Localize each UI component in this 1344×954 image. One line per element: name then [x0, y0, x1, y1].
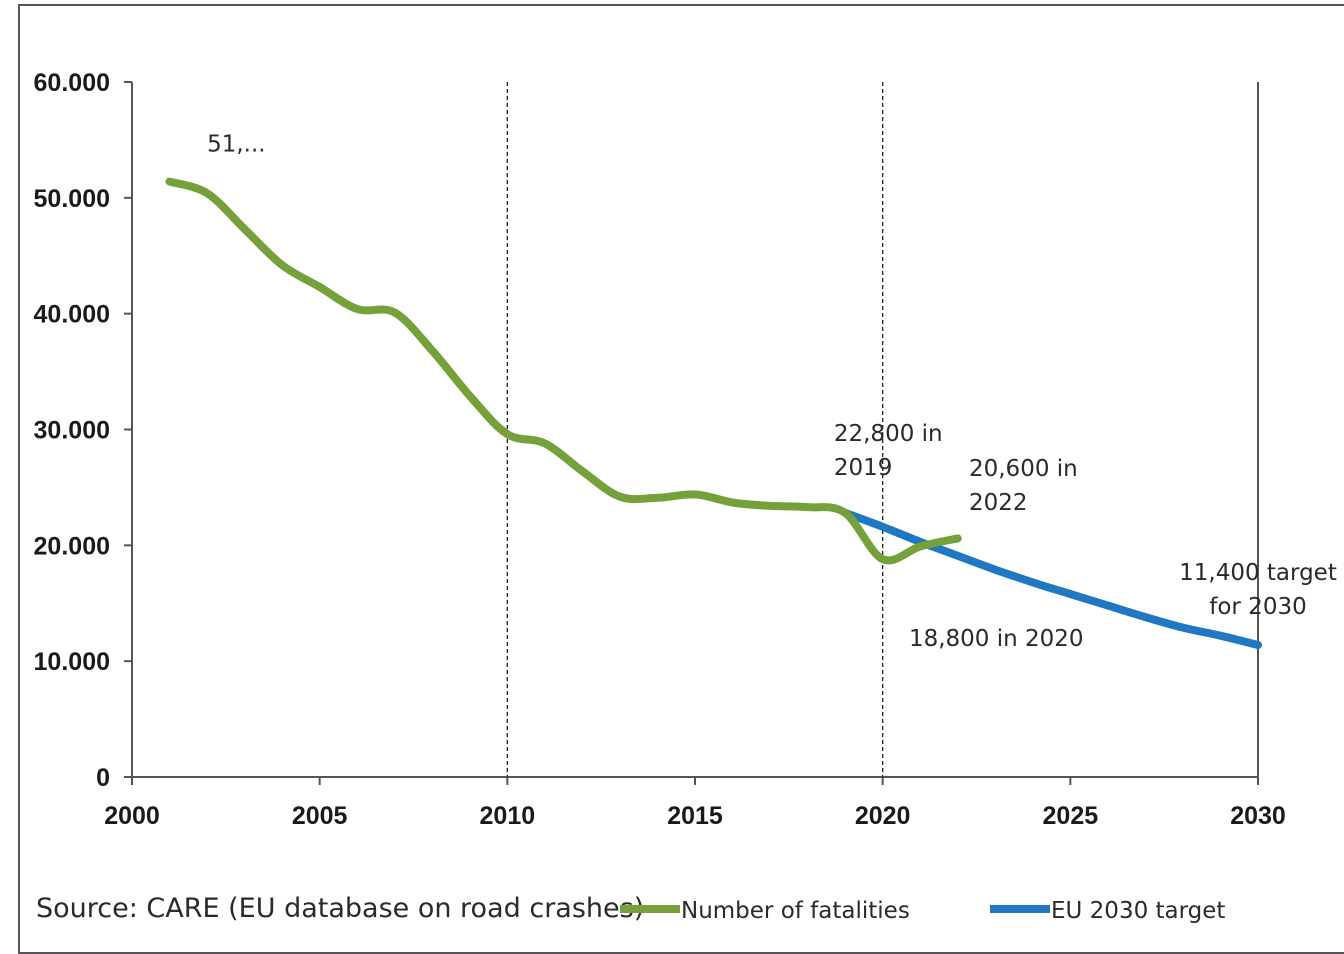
data-label: 22,800 in	[834, 421, 943, 447]
data-label: 2019	[834, 455, 893, 481]
source-note: Source: CARE (EU database on road crashe…	[36, 893, 644, 924]
x-tick-label: 2030	[1230, 802, 1286, 830]
series-line-fatalities	[165, 177, 962, 565]
data-label: 20,600 in	[969, 456, 1078, 482]
y-tick-label: 20.000	[34, 532, 110, 560]
y-tick-label: 10.000	[34, 648, 110, 676]
y-tick-label: 40.000	[34, 301, 110, 329]
y-tick-label: 0	[96, 764, 110, 792]
x-tick-label: 2015	[667, 802, 723, 830]
axes: 0 10.000 20.000 30.000 40.000 50.000 60.000 200…	[34, 69, 1286, 830]
data-label: 18,800 in 2020	[909, 626, 1084, 652]
x-tick-label: 2005	[292, 802, 348, 830]
x-tick-label: 2010	[480, 802, 536, 830]
data-label: for 2030	[1209, 594, 1306, 620]
data-label: 11,400 target	[1179, 560, 1337, 586]
y-tick-label: 30.000	[34, 417, 110, 445]
chart-frame	[18, 4, 1344, 954]
legend-label-target: EU 2030 target	[1051, 898, 1225, 924]
series-line-target	[841, 508, 1262, 649]
annotations: 51,... 22,800 in 2019 20,600 in 2022 18,800 i…	[207, 132, 1337, 653]
legend-label-fatalities: Number of fatalities	[681, 898, 910, 924]
legend: Source: CARE (EU database on road crashe…	[36, 893, 1225, 924]
series-layer	[165, 177, 1262, 649]
y-tick-label: 60.000	[34, 69, 110, 97]
data-label: 2022	[969, 490, 1028, 516]
reference-lines	[506, 82, 884, 777]
y-tick-label: 50.000	[34, 185, 110, 213]
x-tick-label: 2020	[855, 802, 911, 830]
data-label: 51,...	[207, 132, 266, 158]
line-chart: 0 10.000 20.000 30.000 40.000 50.000 60.000 200…	[34, 69, 1337, 924]
x-tick-label: 2025	[1043, 802, 1099, 830]
x-tick-label: 2000	[104, 802, 160, 830]
